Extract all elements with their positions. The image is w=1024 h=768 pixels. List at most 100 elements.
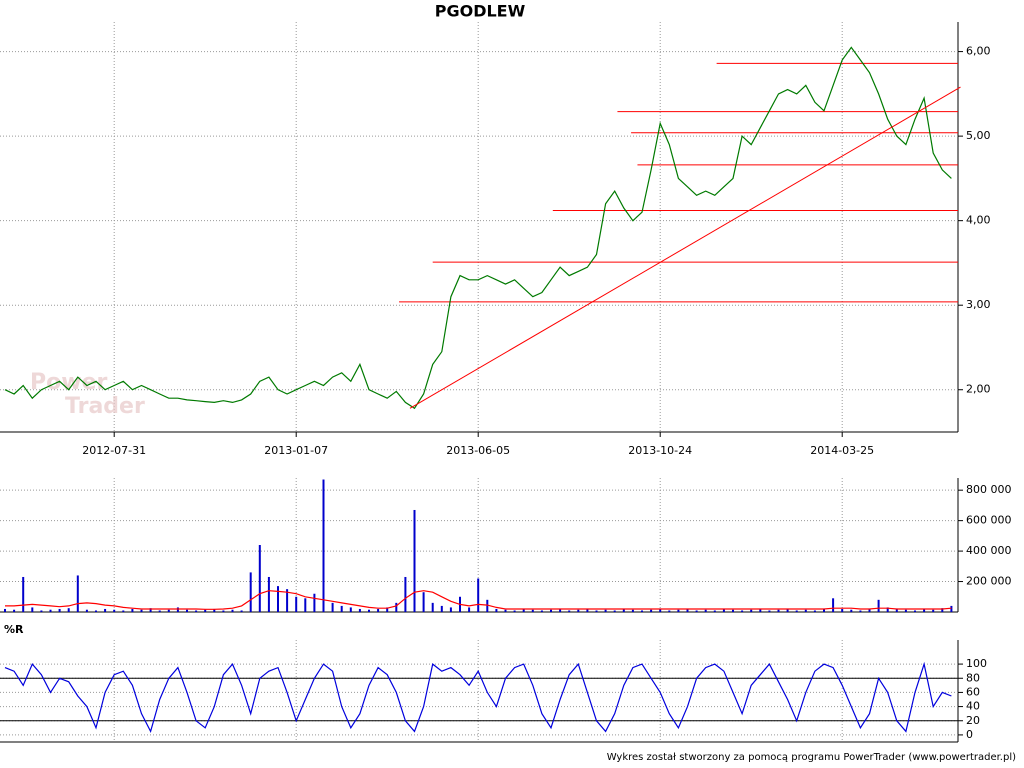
volume-bar xyxy=(286,589,289,612)
volume-bar xyxy=(795,610,798,612)
volume-bar xyxy=(486,599,489,612)
volume-bar xyxy=(950,605,953,612)
volume-bar xyxy=(331,602,334,612)
y-tick-label: 6,00 xyxy=(966,45,991,58)
volume-bar xyxy=(368,609,370,612)
price-line xyxy=(4,661,952,734)
volume-bar xyxy=(158,610,161,612)
volume-bar xyxy=(923,608,926,612)
volume-bar xyxy=(4,608,6,612)
volume-bar xyxy=(841,608,844,612)
volume-bar xyxy=(431,602,434,612)
panel-title: %R xyxy=(4,623,24,636)
volume-bar xyxy=(823,608,825,612)
volume-bar xyxy=(31,607,34,612)
y-tick-label: 2,00 xyxy=(966,383,991,396)
y-tick-label: 200 000 xyxy=(966,575,1012,588)
volume-bar xyxy=(504,609,507,612)
chart-title: PGODLEW xyxy=(435,2,526,21)
volume-bar xyxy=(631,609,634,612)
volume-bar xyxy=(449,607,452,612)
volume-bar xyxy=(522,608,525,612)
volume-bar xyxy=(213,608,216,612)
volume-bar xyxy=(768,610,771,612)
volume-bar xyxy=(85,609,88,612)
volume-bar xyxy=(832,598,835,612)
volume-bar xyxy=(440,605,443,612)
y-tick-label: 3,00 xyxy=(966,298,991,311)
volume-bar xyxy=(659,608,662,612)
volume-bar xyxy=(540,610,543,612)
volume-bar xyxy=(413,509,416,612)
volume-bar xyxy=(741,610,744,612)
y-tick-label: 80 xyxy=(966,671,980,684)
footer: Wykres został stworzony za pomocą progra… xyxy=(607,752,1016,763)
volume-bar xyxy=(850,609,853,612)
y-tick-label: 800 000 xyxy=(966,483,1012,496)
y-tick-label: 0 xyxy=(966,728,973,741)
volume-bar xyxy=(786,608,789,612)
volume-bar xyxy=(295,596,298,612)
volume-bar xyxy=(167,609,170,612)
volume-average xyxy=(5,590,952,610)
volume-bar xyxy=(349,607,352,612)
watermark: Power xyxy=(30,370,107,395)
y-tick-label: 4,00 xyxy=(966,214,991,227)
volume-bar xyxy=(113,609,116,612)
volume-bar xyxy=(358,608,361,612)
volume-bar xyxy=(622,608,625,612)
watermark: Trader xyxy=(65,394,145,419)
volume-bar xyxy=(932,609,935,612)
volume-bar xyxy=(677,609,680,612)
volume-bar xyxy=(422,592,425,612)
y-tick-label: 5,00 xyxy=(966,129,991,142)
volume-bar xyxy=(131,608,134,612)
volume-bar xyxy=(595,610,598,612)
volume-bar xyxy=(58,608,61,612)
volume-bar xyxy=(395,602,398,612)
volume-bar xyxy=(904,609,907,612)
volume-bar xyxy=(186,609,188,612)
volume-bar xyxy=(231,609,234,612)
x-tick-label: 2014-03-25 xyxy=(810,444,874,457)
volume-bar xyxy=(895,608,898,612)
x-tick-label: 2013-10-24 xyxy=(628,444,692,457)
y-tick-label: 40 xyxy=(966,700,980,713)
volume-bar xyxy=(304,598,307,612)
volume-bar xyxy=(40,610,43,612)
volume-bar xyxy=(249,572,252,612)
volume-bar xyxy=(477,578,480,612)
volume-bar xyxy=(750,609,753,612)
volume-bar xyxy=(650,609,653,612)
volume-bar xyxy=(258,545,261,612)
volume-bar xyxy=(195,610,198,612)
volume-bar xyxy=(468,607,471,612)
volume-bar xyxy=(859,610,862,612)
volume-bar xyxy=(313,593,316,612)
volume-bar xyxy=(122,610,125,612)
volume-bar xyxy=(604,609,607,612)
volume-bar xyxy=(813,610,816,612)
y-tick-label: 600 000 xyxy=(966,514,1012,527)
volume-bar xyxy=(713,610,716,612)
volume-bar xyxy=(686,608,689,612)
volume-bar xyxy=(914,610,916,612)
x-tick-label: 2013-01-07 xyxy=(264,444,328,457)
volume-bar xyxy=(404,576,407,612)
volume-bar xyxy=(732,609,734,612)
volume-bar xyxy=(277,586,279,612)
volume-bar xyxy=(559,608,562,612)
x-tick-label: 2013-06-05 xyxy=(446,444,510,457)
trend-line xyxy=(409,86,961,409)
volume-bar xyxy=(777,609,780,612)
volume-bar xyxy=(386,607,389,612)
volume-bar xyxy=(495,608,498,612)
volume-bar xyxy=(941,608,944,612)
volume-bar xyxy=(722,608,725,612)
volume-bar xyxy=(550,609,552,612)
volume-bar xyxy=(704,609,707,612)
volume-bar xyxy=(13,609,16,612)
volume-bar xyxy=(568,610,571,612)
